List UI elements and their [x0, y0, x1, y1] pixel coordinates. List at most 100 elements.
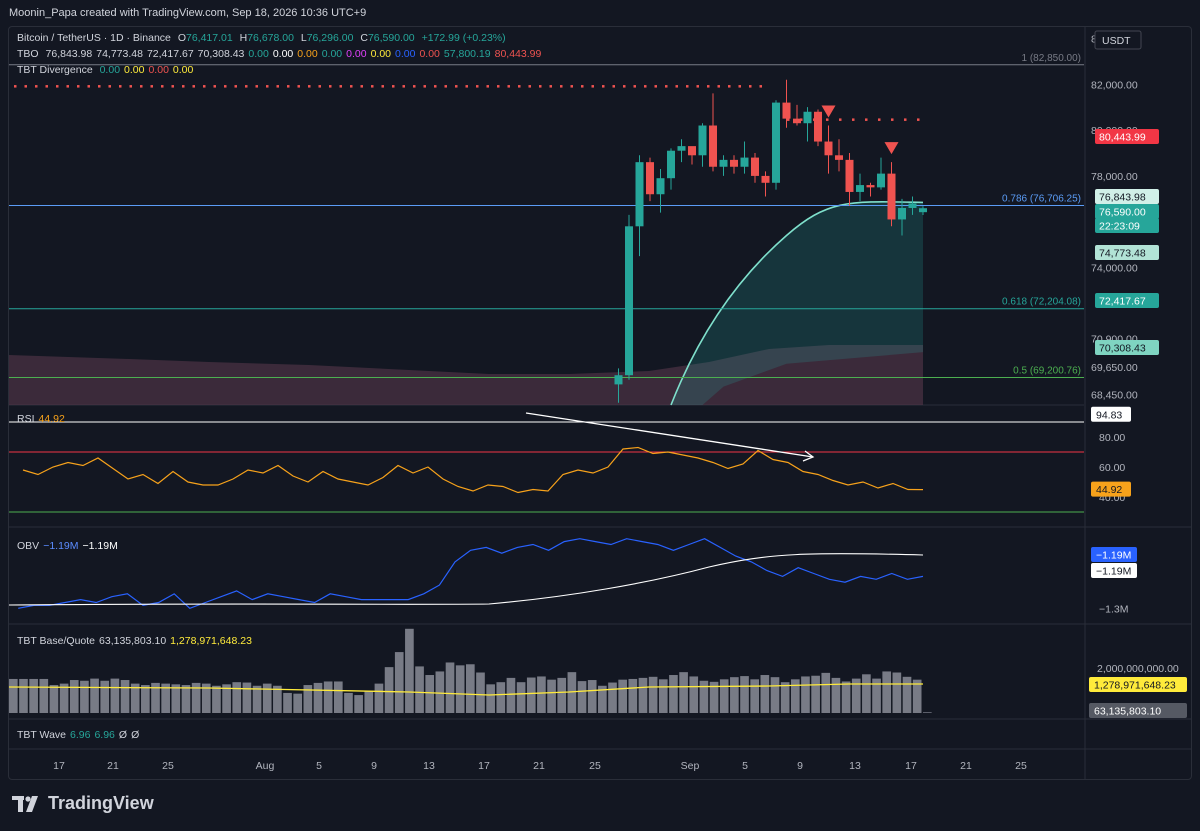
- volume-bar: [841, 681, 851, 713]
- time-tick-13: 13: [849, 760, 861, 772]
- volume-badge-text-0: 1,278,971,648.23: [1094, 680, 1176, 692]
- time-tick-12: 9: [797, 760, 803, 772]
- resistance-dot: [865, 118, 868, 121]
- chart-canvas[interactable]: 1 (82,850.00) 0.786 (76,706.25) 0.618 (72,…: [9, 27, 1192, 780]
- volume-bar: [212, 685, 221, 713]
- resistance-dot: [213, 85, 216, 88]
- price-tick-1: 82,000.00: [1091, 79, 1138, 91]
- volume-bar: [283, 692, 292, 713]
- divergence-value-3: 0.00: [172, 64, 194, 76]
- resistance-dot: [570, 85, 573, 88]
- tbo-value-1: 74,773.48: [96, 48, 143, 60]
- volume-bar: [801, 676, 810, 713]
- volume-bar: [49, 685, 59, 713]
- price-badge-text-5: 72,417.67: [1099, 296, 1146, 308]
- volume-bar: [191, 682, 201, 713]
- resistance-dot: [24, 85, 27, 88]
- resistance-dot: [434, 85, 437, 88]
- time-tick-16: 25: [1015, 760, 1027, 772]
- volume-bar: [547, 679, 556, 713]
- tbo-value-12: 57,800.19: [443, 48, 491, 60]
- resistance-dot: [759, 85, 762, 88]
- obv-tick-0: −1.3M: [1099, 603, 1128, 615]
- footer: [0, 780, 1200, 831]
- obv-name: OBV: [17, 540, 40, 552]
- volume-bar: [293, 693, 303, 713]
- volume-bar: [59, 683, 69, 713]
- volume-bar: [526, 677, 536, 713]
- resistance-dot: [686, 85, 689, 88]
- time-tick-8: 21: [533, 760, 545, 772]
- resistance-dot: [150, 85, 153, 88]
- symbol-name[interactable]: Bitcoin / TetherUS · 1D · Binance: [17, 32, 171, 44]
- obv-legend[interactable]: OBV −1.19M −1.19M: [17, 540, 122, 552]
- volume-legend[interactable]: TBT Base/Quote 63,135,803.10 1,278,971,648…: [17, 635, 256, 647]
- time-tick-2: 25: [162, 760, 174, 772]
- rsi-legend[interactable]: RSI 44.92: [17, 413, 69, 425]
- price-badge-text-4: 74,773.48: [1099, 248, 1146, 260]
- obv-badge-text-1: −1.19M: [1096, 566, 1131, 578]
- volume-bar: [740, 676, 749, 713]
- resistance-dot: [465, 85, 468, 88]
- volume-bar: [912, 679, 922, 713]
- resistance-dot: [350, 85, 353, 88]
- price-badge-6: [1095, 340, 1159, 355]
- volume-bar: [405, 628, 414, 713]
- candle-body: [856, 185, 864, 192]
- fib-label-0: 1 (82,850.00): [1022, 53, 1082, 64]
- wave-legend[interactable]: TBT Wave 6.96 6.96 Ø Ø: [17, 729, 143, 741]
- volume-bar: [750, 679, 760, 713]
- open-value: 76,417.01: [185, 32, 233, 44]
- volume-bar: [364, 690, 374, 713]
- tbo-value-8: 0.00: [346, 48, 367, 60]
- volume-bar: [425, 675, 435, 713]
- volume-bar: [679, 672, 688, 713]
- candle-body: [887, 173, 896, 220]
- tbo-value-6: 0.00: [297, 48, 318, 60]
- tbo-value-13: 80,443.99: [494, 48, 542, 60]
- volume-name: TBT Base/Quote: [17, 635, 96, 647]
- low-value: 76,296.00: [306, 32, 354, 44]
- volume-bar: [476, 672, 485, 713]
- price-badge-text-1: 76,843.98: [1099, 192, 1146, 204]
- tbo-lower-band: [9, 345, 923, 405]
- resistance-dot: [518, 85, 521, 88]
- resistance-dot: [77, 85, 80, 88]
- volume-bar: [130, 683, 140, 713]
- resistance-dot: [476, 85, 479, 88]
- volume-bar: [29, 678, 38, 713]
- resistance-dot: [287, 85, 290, 88]
- resistance-dot: [66, 85, 69, 88]
- chart-frame[interactable]: 1 (82,850.00) 0.786 (76,706.25) 0.618 (72,…: [8, 26, 1192, 780]
- price-badge-text-6: 70,308.43: [1099, 343, 1146, 355]
- resistance-dot: [852, 118, 855, 121]
- tbo-legend[interactable]: TBO 76,843.98 74,773.48 72,417.67 70,308.43…: [17, 48, 545, 60]
- volume-bar: [790, 679, 800, 713]
- price-badge-5: [1095, 293, 1159, 308]
- divergence-legend[interactable]: TBT Divergence 0.00 0.00 0.00 0.00: [17, 64, 197, 76]
- volume-bar: [394, 652, 404, 713]
- tradingview-logo[interactable]: TradingView: [12, 793, 154, 814]
- obv-badge-1: [1091, 563, 1137, 578]
- candle-body: [772, 102, 780, 183]
- tbo-name: TBO: [17, 48, 39, 60]
- candle-body: [656, 178, 665, 195]
- volume-bar: [821, 672, 831, 713]
- tbo-value-2: 72,417.67: [146, 48, 194, 60]
- candle-body: [866, 185, 875, 188]
- resistance-dot: [297, 85, 300, 88]
- resistance-dot: [402, 85, 405, 88]
- obv-badge-text-0: −1.19M: [1096, 550, 1131, 562]
- volume-bar: [537, 676, 546, 713]
- volume-bar: [120, 680, 130, 713]
- rsi-tick-0: 80.00: [1099, 432, 1125, 444]
- tbo-fill: [671, 201, 923, 405]
- wave-value-3: Ø: [118, 729, 128, 741]
- candle-body: [667, 150, 675, 179]
- time-tick-0: 17: [53, 760, 65, 772]
- currency-selector[interactable]: [1094, 30, 1142, 50]
- resistance-dot: [904, 118, 907, 121]
- obv-value-1: −1.19M: [43, 540, 79, 552]
- resistance-dot: [381, 85, 384, 88]
- volume-bar: [252, 685, 262, 713]
